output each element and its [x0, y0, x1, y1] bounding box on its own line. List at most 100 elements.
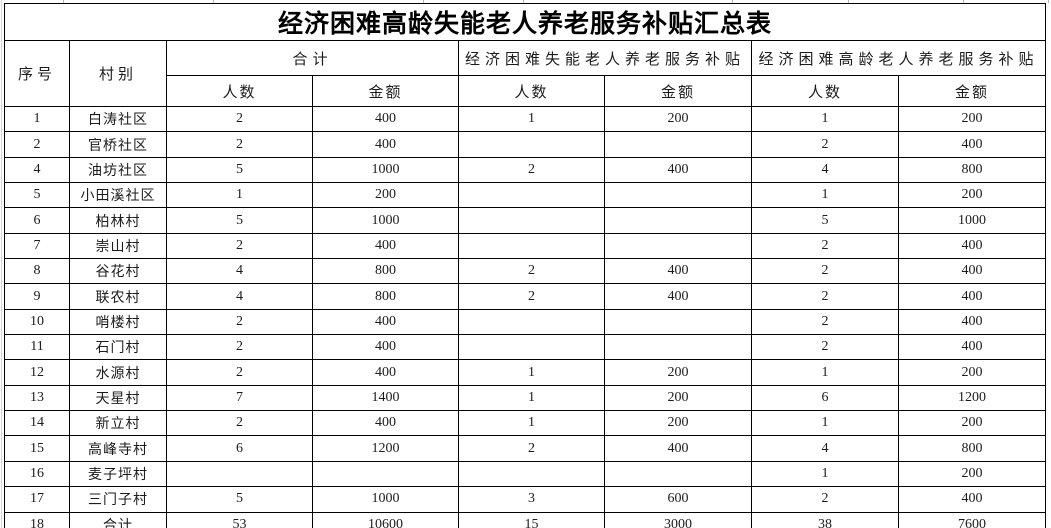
elderly-count-cell: 2: [751, 131, 899, 158]
total-count-cell: 6: [166, 435, 313, 462]
row-number-cell: 16: [4, 460, 70, 488]
village-name-cell: 官桥社区: [69, 131, 167, 158]
village-name-cell: 合计: [69, 511, 167, 528]
village-name-cell: 三门子村: [69, 486, 167, 513]
table-row: 10 哨楼村 2 400 2 400: [4, 308, 1046, 336]
village-name-cell: 高峰寺村: [69, 435, 167, 462]
disabled-count-cell: [458, 131, 605, 158]
total-count-cell: 2: [166, 105, 313, 133]
sheet-gridline-tick: [848, 0, 849, 3]
village-name-cell: 谷花村: [69, 258, 167, 285]
village-name-cell: 白涛社区: [69, 105, 167, 133]
table-row: 9 联农村 4 800 2 400 2 400: [4, 283, 1046, 310]
total-amount-cell: 200: [312, 182, 459, 209]
village-name-cell: 石门村: [69, 334, 167, 361]
disabled-amount-cell: 400: [604, 258, 752, 285]
elderly-count-cell: 6: [751, 384, 899, 412]
table-row: 13 天星村 7 1400 1 200 6 1200: [4, 384, 1046, 412]
elderly-count-cell: 1: [751, 359, 899, 386]
elderly-count-cell: 1: [751, 182, 899, 209]
elderly-count-cell: 1: [751, 460, 899, 488]
header-sub-row: 人数 金额 人数 金额 人数 金额: [5, 75, 1046, 107]
table-row: 4 油坊社区 5 1000 2 400 4 800: [4, 156, 1046, 184]
elderly-count-cell: 2: [751, 232, 899, 260]
disabled-amount-cell: 200: [604, 359, 752, 386]
table-row: 6 柏林村 5 1000 5 1000: [4, 207, 1046, 234]
elderly-count-cell: 1: [751, 410, 899, 437]
table-row: 12 水源村 2 400 1 200 1 200: [4, 359, 1046, 386]
elderly-amount-cell: 200: [898, 410, 1046, 437]
column-header-total-count: 人数: [166, 75, 313, 107]
disabled-count-cell: 2: [458, 435, 605, 462]
sheet-gridline-tick: [963, 0, 964, 3]
disabled-amount-cell: 400: [604, 283, 752, 310]
title-row: 经济困难高龄失能老人养老服务补贴汇总表: [4, 3, 1046, 41]
row-number-cell: 11: [4, 334, 70, 361]
total-amount-cell: 10600: [312, 511, 459, 528]
village-name-cell: 麦子坪村: [69, 460, 167, 488]
table-row: 1 白涛社区 2 400 1 200 1 200: [4, 105, 1046, 133]
disabled-count-cell: [458, 334, 605, 361]
disabled-amount-cell: [604, 334, 752, 361]
row-number-cell: 15: [4, 435, 70, 462]
sheet-gridline-tick: [213, 0, 214, 3]
disabled-count-cell: [458, 207, 605, 234]
elderly-count-cell: 4: [751, 156, 899, 184]
total-amount-cell: 400: [312, 359, 459, 386]
sheet-gridline-tick: [423, 0, 424, 3]
disabled-amount-cell: 600: [604, 486, 752, 513]
total-amount-cell: 400: [312, 410, 459, 437]
disabled-count-cell: [458, 232, 605, 260]
column-header-elderly-count: 人数: [751, 75, 899, 107]
elderly-amount-cell: 1000: [898, 207, 1046, 234]
disabled-amount-cell: [604, 182, 752, 209]
table-row: 11 石门村 2 400 2 400: [4, 334, 1046, 361]
elderly-count-cell: 38: [751, 511, 899, 528]
elderly-amount-cell: 800: [898, 156, 1046, 184]
column-group-total: 合计: [166, 40, 459, 76]
total-amount-cell: 400: [312, 308, 459, 336]
row-number-cell: 17: [4, 486, 70, 513]
elderly-amount-cell: 400: [898, 486, 1046, 513]
total-count-cell: [166, 460, 313, 488]
column-header-no: 序号: [4, 40, 70, 107]
elderly-amount-cell: 800: [898, 435, 1046, 462]
total-amount-cell: 400: [312, 131, 459, 158]
elderly-count-cell: 5: [751, 207, 899, 234]
header-group-row: 序号 村别 合计 经济困难失能老人养老服务补贴 经济困难高龄老人养老服务补贴: [4, 40, 1046, 107]
row-number-cell: 2: [4, 131, 70, 158]
elderly-amount-cell: 200: [898, 182, 1046, 209]
table-row: 18 合计 53 10600 15 3000 38 7600: [4, 511, 1046, 528]
disabled-count-cell: [458, 182, 605, 209]
disabled-count-cell: [458, 460, 605, 488]
total-count-cell: 4: [166, 283, 313, 310]
elderly-count-cell: 2: [751, 258, 899, 285]
elderly-count-cell: 2: [751, 334, 899, 361]
total-count-cell: 2: [166, 308, 313, 336]
elderly-count-cell: 2: [751, 283, 899, 310]
total-count-cell: 5: [166, 156, 313, 184]
sheet-gridline-tick: [63, 0, 64, 3]
disabled-amount-cell: [604, 232, 752, 260]
elderly-amount-cell: 400: [898, 131, 1046, 158]
disabled-count-cell: 3: [458, 486, 605, 513]
sheet-gridline-tick: [523, 0, 524, 3]
row-number-cell: 13: [4, 384, 70, 412]
column-header-elderly-amount: 金额: [898, 75, 1046, 107]
column-header-village: 村别: [69, 40, 167, 107]
disabled-count-cell: 15: [458, 511, 605, 528]
elderly-amount-cell: 200: [898, 105, 1046, 133]
total-amount-cell: [312, 460, 459, 488]
row-number-cell: 9: [4, 283, 70, 310]
total-amount-cell: 1000: [312, 156, 459, 184]
row-number-cell: 7: [4, 232, 70, 260]
row-number-cell: 10: [4, 308, 70, 336]
total-amount-cell: 400: [312, 105, 459, 133]
row-number-cell: 12: [4, 359, 70, 386]
village-name-cell: 柏林村: [69, 207, 167, 234]
elderly-amount-cell: 400: [898, 334, 1046, 361]
village-name-cell: 新立村: [69, 410, 167, 437]
elderly-count-cell: 2: [751, 486, 899, 513]
village-name-cell: 油坊社区: [69, 156, 167, 184]
